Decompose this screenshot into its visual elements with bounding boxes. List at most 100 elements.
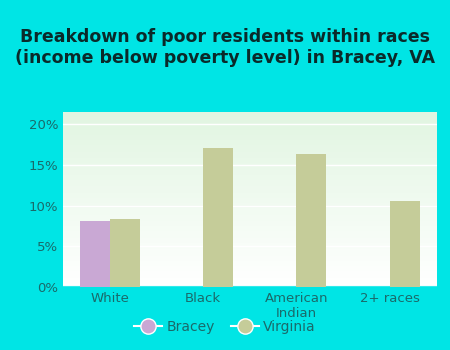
Bar bbox=[63, 112, 436, 114]
Bar bbox=[63, 278, 436, 280]
Bar bbox=[63, 198, 436, 199]
Bar bbox=[63, 130, 436, 131]
Bar bbox=[63, 194, 436, 196]
Bar bbox=[63, 266, 436, 268]
Bar bbox=[63, 163, 436, 164]
Bar bbox=[63, 170, 436, 172]
Bar bbox=[63, 144, 436, 145]
Bar bbox=[63, 236, 436, 238]
Bar bbox=[63, 245, 436, 247]
Bar bbox=[63, 217, 436, 219]
Bar bbox=[63, 147, 436, 149]
Legend: Bracey, Virginia: Bracey, Virginia bbox=[129, 314, 321, 340]
Bar bbox=[63, 252, 436, 254]
Bar bbox=[63, 122, 436, 124]
Bar bbox=[63, 138, 436, 140]
Bar bbox=[63, 191, 436, 192]
Bar bbox=[63, 222, 436, 224]
Bar bbox=[63, 145, 436, 147]
Bar bbox=[63, 285, 436, 287]
Text: Breakdown of poor residents within races
(income below poverty level) in Bracey,: Breakdown of poor residents within races… bbox=[15, 28, 435, 67]
Bar bbox=[63, 136, 436, 138]
Bar bbox=[63, 224, 436, 226]
Bar bbox=[63, 128, 436, 130]
Bar bbox=[63, 175, 436, 177]
Bar bbox=[63, 172, 436, 173]
Bar bbox=[63, 133, 436, 135]
Bar bbox=[63, 158, 436, 159]
Bar bbox=[63, 164, 436, 166]
Bar bbox=[63, 189, 436, 191]
Bar bbox=[63, 124, 436, 126]
Bar bbox=[63, 229, 436, 231]
Bar bbox=[63, 282, 436, 284]
Bar bbox=[63, 149, 436, 150]
Bar bbox=[63, 212, 436, 214]
Bar bbox=[63, 173, 436, 175]
Bar bbox=[63, 140, 436, 142]
Bar bbox=[63, 214, 436, 215]
Bar bbox=[63, 114, 436, 116]
Bar bbox=[63, 117, 436, 119]
Bar bbox=[63, 135, 436, 136]
Bar bbox=[63, 142, 436, 143]
Bar bbox=[63, 150, 436, 152]
Bar bbox=[63, 119, 436, 121]
Bar bbox=[63, 156, 436, 158]
Bar bbox=[63, 226, 436, 228]
Bar bbox=[63, 240, 436, 242]
Bar bbox=[297, 154, 326, 287]
Bar bbox=[63, 257, 436, 259]
Bar bbox=[63, 178, 436, 180]
Bar bbox=[63, 248, 436, 250]
Bar bbox=[63, 201, 436, 203]
Bar bbox=[63, 247, 436, 248]
Bar bbox=[63, 177, 436, 178]
Bar bbox=[63, 159, 436, 161]
Bar bbox=[390, 201, 419, 287]
Bar bbox=[63, 193, 436, 194]
Bar bbox=[63, 180, 436, 182]
Bar bbox=[63, 275, 436, 276]
Bar bbox=[63, 254, 436, 256]
Bar bbox=[63, 264, 436, 266]
Bar bbox=[63, 208, 436, 210]
Bar bbox=[63, 256, 436, 257]
Bar bbox=[63, 243, 436, 245]
Bar bbox=[63, 284, 436, 285]
Bar bbox=[63, 154, 436, 156]
Bar bbox=[63, 276, 436, 278]
Bar bbox=[203, 148, 233, 287]
Bar bbox=[63, 182, 436, 184]
Bar bbox=[63, 262, 436, 264]
Bar bbox=[63, 116, 436, 117]
Bar bbox=[63, 131, 436, 133]
Bar bbox=[63, 184, 436, 186]
Bar bbox=[63, 121, 436, 122]
Bar bbox=[63, 241, 436, 243]
Bar bbox=[63, 250, 436, 252]
Bar bbox=[63, 233, 436, 234]
Bar bbox=[63, 196, 436, 198]
Bar bbox=[63, 187, 436, 189]
Bar bbox=[63, 271, 436, 273]
Bar bbox=[63, 210, 436, 212]
Bar bbox=[63, 234, 436, 236]
Bar bbox=[63, 238, 436, 240]
Bar bbox=[63, 206, 436, 208]
Bar bbox=[63, 126, 436, 128]
Bar bbox=[63, 152, 436, 154]
Bar bbox=[63, 205, 436, 206]
Bar bbox=[63, 273, 436, 275]
Bar bbox=[63, 280, 436, 282]
Bar bbox=[63, 186, 436, 187]
Bar bbox=[63, 215, 436, 217]
Bar bbox=[63, 219, 436, 220]
Bar bbox=[63, 166, 436, 168]
Bar bbox=[110, 219, 140, 287]
Bar bbox=[63, 261, 436, 262]
Bar bbox=[63, 268, 436, 270]
Bar bbox=[63, 231, 436, 233]
Bar bbox=[63, 220, 436, 222]
Bar bbox=[63, 259, 436, 261]
